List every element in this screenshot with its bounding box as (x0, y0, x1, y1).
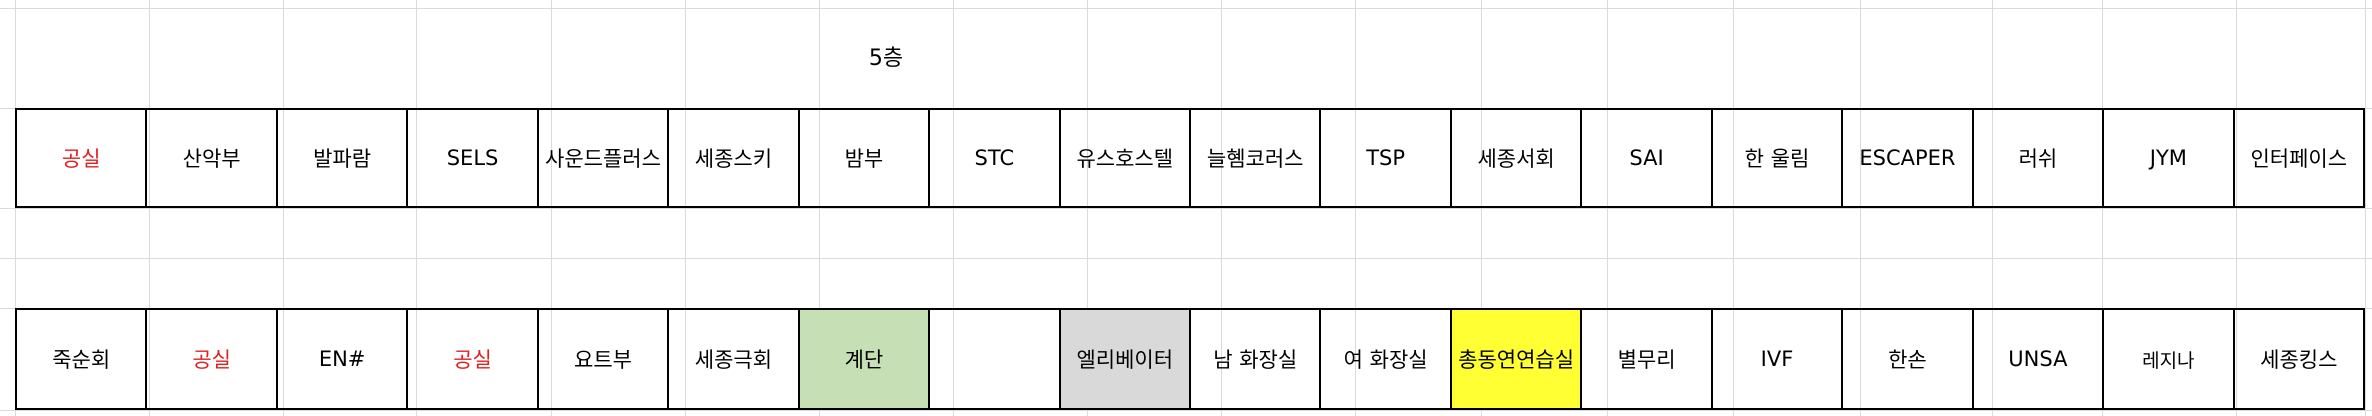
bottom-room-row: 죽순회 공실 EN# 공실 요트부 세종극회 계단 엘리베이터 남 화장실 여 화장실 총동연연습실… (15, 308, 2365, 410)
room-cell-top[interactable]: SAI (1582, 110, 1713, 206)
room-cell-top[interactable]: ESCAPER (1843, 110, 1974, 206)
room-cell-top[interactable]: 한 울림 (1713, 110, 1844, 206)
room-cell-top[interactable]: 밤부 (800, 110, 931, 206)
room-cell-bottom[interactable] (930, 310, 1061, 408)
room-cell-bottom[interactable]: EN# (278, 310, 409, 408)
top-room-row: 공실 산악부 발파람 SELS 사운드플러스 세종스키 밤부 STC 유스호스텔 늘혬코러스 TSP… (15, 108, 2365, 208)
room-cell-top[interactable]: 세종서회 (1452, 110, 1583, 206)
room-cell-top[interactable]: 늘혬코러스 (1191, 110, 1322, 206)
room-cell-bottom[interactable]: 여 화장실 (1321, 310, 1452, 408)
room-cell-bottom[interactable]: 공실 (408, 310, 539, 408)
room-cell-bottom[interactable]: 요트부 (539, 310, 670, 408)
room-cell-top[interactable]: 세종스키 (669, 110, 800, 206)
room-cell-bottom[interactable]: 엘리베이터 (1060, 310, 1191, 408)
room-cell-bottom[interactable]: 총동연연습실 (1451, 310, 1583, 408)
room-cell-top[interactable]: JYM (2104, 110, 2235, 206)
room-cell-top[interactable]: TSP (1321, 110, 1452, 206)
room-cell-top[interactable]: SELS (408, 110, 539, 206)
room-cell-bottom[interactable]: 공실 (147, 310, 278, 408)
room-cell-bottom[interactable]: 계단 (799, 310, 931, 408)
room-cell-top[interactable]: 공실 (17, 110, 148, 206)
room-cell-bottom[interactable]: 세종극회 (669, 310, 800, 408)
room-cell-bottom[interactable]: IVF (1713, 310, 1844, 408)
room-cell-top[interactable]: STC (930, 110, 1061, 206)
room-cell-top[interactable]: 발파람 (278, 110, 409, 206)
room-cell-bottom[interactable]: 죽순회 (17, 310, 148, 408)
room-cell-top[interactable]: 인터페이스 (2235, 110, 2365, 206)
room-cell-bottom[interactable]: 한손 (1843, 310, 1974, 408)
room-cell-top[interactable]: 러쉬 (1974, 110, 2105, 206)
room-cell-top[interactable]: 산악부 (147, 110, 278, 206)
room-cell-bottom[interactable]: UNSA (1974, 310, 2105, 408)
room-cell-bottom[interactable]: 세종킹스 (2235, 310, 2365, 408)
room-cell-top[interactable]: 사운드플러스 (539, 110, 670, 206)
room-cell-top[interactable]: 유스호스텔 (1061, 110, 1191, 206)
room-cell-bottom[interactable]: 남 화장실 (1191, 310, 1322, 408)
floor-title: 5층 (868, 46, 904, 71)
room-cell-bottom[interactable]: 레지나 (2104, 310, 2235, 408)
room-cell-bottom[interactable]: 별무리 (1582, 310, 1713, 408)
